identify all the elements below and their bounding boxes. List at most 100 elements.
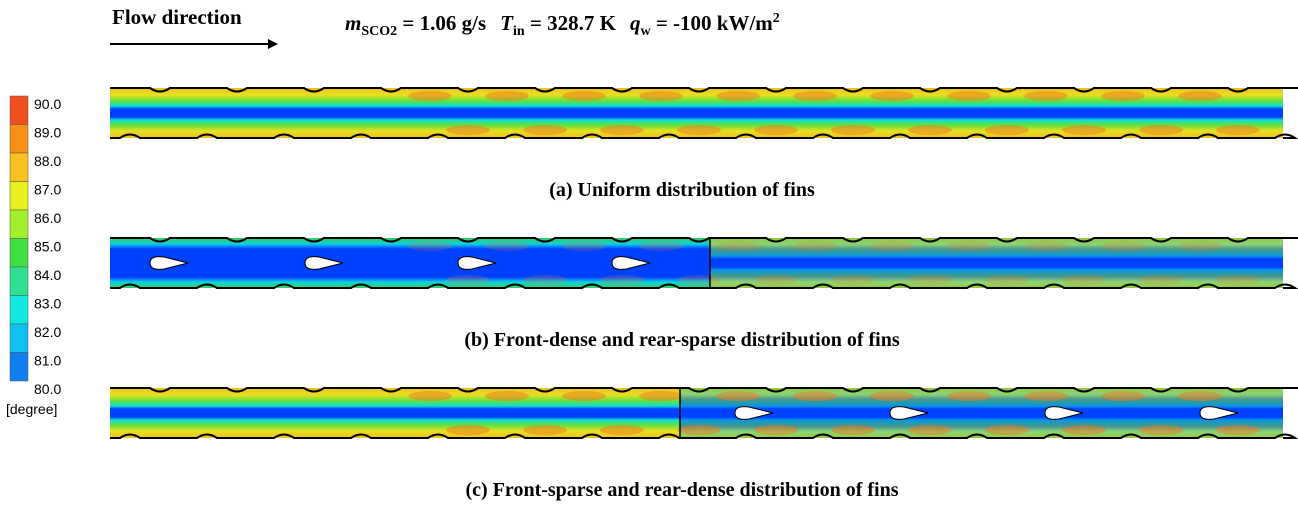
hot-zone	[523, 425, 567, 435]
hot-zone	[523, 275, 567, 285]
colorbar-label: 90.0	[34, 96, 61, 112]
subscript: SCO2	[361, 24, 397, 39]
hot-zone	[793, 241, 837, 251]
contour-panel	[110, 388, 1298, 438]
hot-zone	[600, 275, 644, 285]
hot-zone	[908, 275, 952, 285]
hot-zone	[1178, 91, 1222, 101]
hot-zone	[716, 391, 760, 401]
symbol: m	[345, 11, 361, 35]
hot-zone	[831, 125, 875, 135]
hot-zone	[408, 91, 452, 101]
hot-zone	[562, 91, 606, 101]
hot-zone	[1024, 91, 1068, 101]
condition-value: = 328.7 K	[525, 11, 617, 35]
colorbar-label: 88.0	[34, 153, 61, 169]
hot-zone	[1024, 241, 1068, 251]
hot-zone	[408, 241, 452, 251]
colorbar-segment	[10, 239, 28, 268]
hot-zone	[523, 125, 567, 135]
symbol: q	[630, 11, 641, 35]
hot-zone	[639, 241, 683, 251]
hot-zone	[1178, 391, 1222, 401]
hot-zone	[1178, 241, 1222, 251]
hot-zone	[1216, 425, 1260, 435]
hot-zone	[485, 91, 529, 101]
hot-zone	[1062, 125, 1106, 135]
condition-value: = 1.06 g/s	[397, 11, 486, 35]
hot-zone	[1139, 425, 1183, 435]
colorbar-label: 84.0	[34, 267, 61, 283]
hot-zone	[754, 425, 798, 435]
colorbar-segment	[10, 296, 28, 325]
panel-caption: (b) Front-dense and rear-sparse distribu…	[464, 329, 899, 351]
colorbar-segment	[10, 324, 28, 353]
hot-zone	[1101, 91, 1145, 101]
hot-zone	[908, 425, 952, 435]
hot-zone	[485, 391, 529, 401]
hot-zone	[985, 425, 1029, 435]
hot-zone	[600, 125, 644, 135]
hot-zone	[408, 391, 452, 401]
hot-zone	[600, 425, 644, 435]
hot-zone	[562, 391, 606, 401]
hot-zone	[485, 241, 529, 251]
panel-caption: (a) Uniform distribution of fins	[549, 179, 815, 201]
hot-zone	[947, 241, 991, 251]
hot-zone	[639, 391, 683, 401]
hot-zone	[793, 391, 837, 401]
hot-zone	[1216, 275, 1260, 285]
hot-zone	[1024, 391, 1068, 401]
hot-zone	[446, 125, 490, 135]
figure: Flow direction mSCO2 = 1.06 g/sTin = 328…	[0, 0, 1298, 508]
colorbar-label: 86.0	[34, 210, 61, 226]
hot-zone	[677, 125, 721, 135]
colorbar-segment	[10, 182, 28, 211]
hot-zone	[985, 275, 1029, 285]
hot-zone	[1101, 241, 1145, 251]
hot-zone	[870, 91, 914, 101]
hot-zone	[1216, 125, 1260, 135]
hot-zone	[754, 125, 798, 135]
colorbar-unit: [degree]	[6, 401, 57, 417]
hot-zone	[831, 275, 875, 285]
hot-zone	[446, 275, 490, 285]
colorbar-label: 85.0	[34, 239, 61, 255]
superscript: 2	[773, 11, 780, 26]
hot-zone	[754, 275, 798, 285]
hot-zone	[793, 91, 837, 101]
colorbar-segment	[10, 96, 28, 125]
hot-zone	[870, 241, 914, 251]
subscript: in	[513, 24, 525, 39]
colorbar-segment	[10, 153, 28, 182]
panels: (a) Uniform distribution of fins (b) Fron…	[110, 88, 1298, 501]
colorbar: 90.089.088.087.086.085.084.083.082.081.0…	[10, 96, 61, 397]
hot-zone	[947, 91, 991, 101]
panel-caption: (c) Front-sparse and rear-dense distribu…	[466, 479, 899, 501]
hot-zone	[716, 241, 760, 251]
colorbar-label: 81.0	[34, 353, 61, 369]
hot-zone	[1139, 125, 1183, 135]
contour-panel	[110, 238, 1298, 288]
condition-value: = -100 kW/m	[651, 11, 774, 35]
hot-zone	[947, 391, 991, 401]
colorbar-label: 80.0	[34, 381, 61, 397]
colorbar-segment	[10, 210, 28, 239]
hot-zone	[908, 125, 952, 135]
hot-zone	[677, 425, 721, 435]
hot-zone	[1062, 275, 1106, 285]
hot-zone	[639, 91, 683, 101]
colorbar-label: 87.0	[34, 182, 61, 198]
flow-label: Flow direction	[112, 5, 242, 29]
hot-zone	[985, 125, 1029, 135]
colorbar-label: 89.0	[34, 125, 61, 141]
hot-zone	[1062, 425, 1106, 435]
colorbar-label: 82.0	[34, 324, 61, 340]
hot-zone	[870, 391, 914, 401]
hot-zone	[1139, 275, 1183, 285]
colorbar-segment	[10, 125, 28, 154]
hot-zone	[677, 275, 721, 285]
hot-zone	[446, 425, 490, 435]
colorbar-segment	[10, 267, 28, 296]
